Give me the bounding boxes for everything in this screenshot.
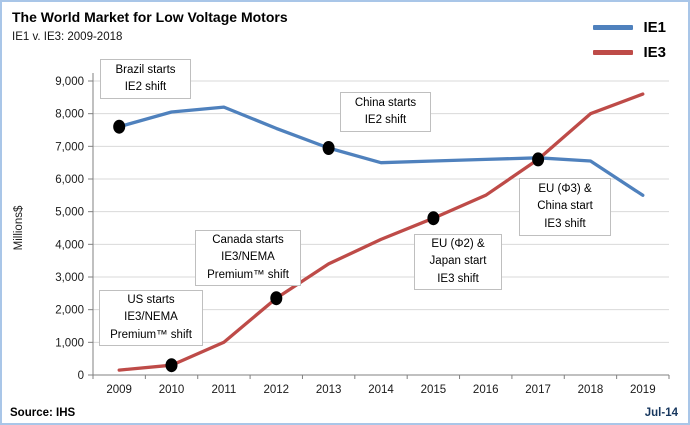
y-tick-label: 7,000	[55, 141, 84, 153]
y-axis-title: Millions$	[13, 205, 25, 250]
legend-item-ie3: IE3	[593, 44, 666, 61]
x-tick-label: 2016	[473, 384, 499, 396]
legend-swatch-ie3	[593, 50, 634, 55]
annotation-us-ie3: US starts IE3/NEMA Premium™ shift	[99, 290, 203, 346]
legend-item-ie1: IE1	[593, 19, 666, 36]
series-line-ie1	[117, 105, 645, 197]
y-tick-label: 4,000	[55, 239, 84, 251]
y-tick-label: 9,000	[55, 76, 84, 88]
date-label: Jul-14	[644, 407, 678, 419]
source-label: Source: IHS	[10, 407, 76, 419]
x-tick-label: 2012	[263, 384, 289, 396]
y-tick-label: 0	[78, 370, 84, 382]
annotation-eu-japan-ie3: EU (Φ2) & Japan start IE3 shift	[414, 234, 502, 290]
x-tick-label: 2019	[630, 384, 656, 396]
x-tick-label: 2018	[578, 384, 604, 396]
x-tick-label: 2015	[421, 384, 447, 396]
y-tick-label: 6,000	[55, 174, 84, 186]
event-marker-dot-ie1-2009	[113, 119, 126, 134]
chart-title: The World Market for Low Voltage Motors	[12, 9, 288, 25]
x-tick-label: 2017	[525, 384, 551, 396]
x-tick-label: 2009	[106, 384, 132, 396]
legend: IE1 IE3	[593, 19, 666, 61]
legend-swatch-ie1	[593, 25, 634, 30]
annotation-china-ie2: China starts IE2 shift	[340, 92, 431, 132]
x-tick-label: 2011	[212, 384, 237, 396]
annotation-brazil-ie2: Brazil starts IE2 shift	[100, 59, 191, 99]
series-line-ie3	[117, 92, 645, 372]
event-marker-dot-ie1-2013	[322, 141, 335, 155]
annotation-canada-ie3: Canada starts IE3/NEMA Premium™ shift	[195, 230, 301, 286]
event-marker-dot-ie3-2017	[532, 152, 545, 167]
event-marker-dot-ie3-2010	[165, 358, 178, 373]
x-tick-label: 2014	[368, 384, 394, 396]
x-tick-label: 2010	[159, 384, 185, 396]
y-tick-label: 5,000	[55, 207, 84, 219]
y-tick-label: 8,000	[55, 109, 84, 121]
legend-label: IE3	[643, 44, 666, 61]
x-tick-label: 2013	[316, 384, 342, 396]
y-tick-label: 2,000	[55, 305, 84, 317]
y-tick-label: 1,000	[55, 337, 84, 349]
annotation-eu-china-ie3: EU (Φ3) & China start IE3 shift	[519, 178, 611, 236]
y-tick-label: 3,000	[55, 272, 84, 284]
event-marker-dot-ie3-2012	[270, 291, 283, 306]
legend-label: IE1	[643, 19, 666, 36]
event-marker-dot-ie3-2015	[427, 211, 440, 226]
chart-subtitle: IE1 v. IE3: 2009-2018	[12, 31, 123, 43]
